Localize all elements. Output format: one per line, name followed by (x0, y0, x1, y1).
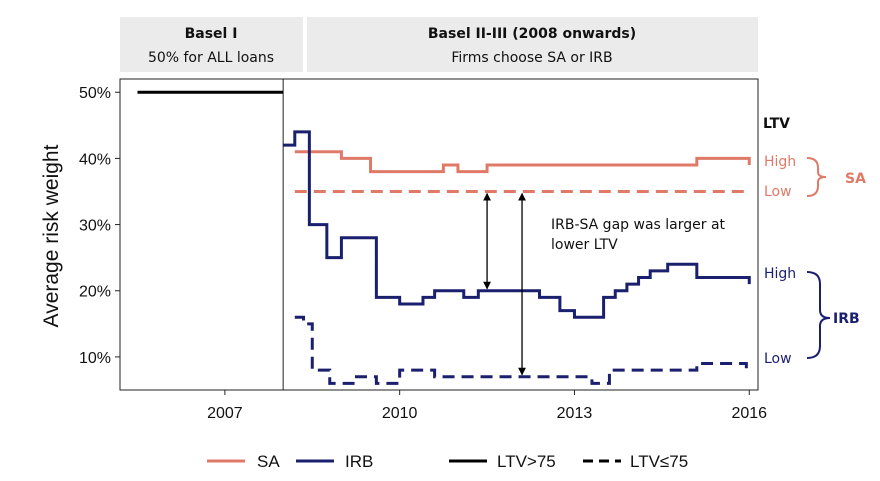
irb-high-label: High (764, 266, 796, 282)
legend-ltv-low-label: LTV≤75 (630, 452, 688, 471)
axes: 10% 20% 30% 40% 50% 2007 2010 2013 2016 (79, 85, 767, 422)
y-tick-label: 30% (79, 218, 111, 235)
sa-bracket (806, 157, 827, 197)
y-tick-label: 50% (79, 85, 111, 102)
sa-low-label: Low (764, 184, 792, 200)
series-irb-ltv-high (283, 130, 751, 319)
y-tick-label: 20% (79, 284, 111, 301)
gap-annotation-line1: IRB-SA gap was larger at (551, 217, 726, 233)
irb-bracket (806, 271, 831, 359)
gap-arrows (483, 192, 526, 376)
plot-frame (119, 78, 759, 391)
x-tick-label: 2007 (207, 405, 243, 422)
y-axis-title: Average risk weight (40, 144, 63, 327)
irb-low-label: Low (764, 351, 792, 367)
gap-annotation-line2: lower LTV (551, 237, 618, 253)
legend-ltv-high-label: LTV>75 (497, 452, 556, 471)
x-tick-label: 2010 (382, 405, 418, 422)
series-sa-ltv-high (294, 150, 751, 174)
legend: SA IRB LTV>75 LTV≤75 (207, 452, 688, 471)
strip-basel2-title: Basel II-III (2008 onwards) (428, 26, 636, 42)
strip-basel2 (307, 17, 758, 72)
y-tick-label: 10% (79, 350, 111, 367)
ltv-header: LTV (763, 116, 790, 132)
series-irb-ltv-low (294, 315, 748, 385)
legend-irb-label: IRB (345, 452, 373, 471)
strip-basel2-subtitle: Firms choose SA or IRB (451, 50, 612, 66)
sa-high-label: High (764, 154, 796, 170)
strip-basel1 (120, 17, 303, 72)
x-tick-label: 2013 (557, 405, 593, 422)
legend-sa-label: SA (257, 452, 280, 471)
sa-group-label: SA (845, 171, 866, 187)
strip-basel1-subtitle: 50% for ALL loans (148, 50, 274, 66)
series-layer (137, 90, 751, 385)
x-tick-label: 2016 (731, 405, 767, 422)
strip-basel1-title: Basel I (185, 26, 238, 42)
irb-group-label: IRB (833, 311, 860, 327)
y-tick-label: 40% (79, 151, 111, 168)
